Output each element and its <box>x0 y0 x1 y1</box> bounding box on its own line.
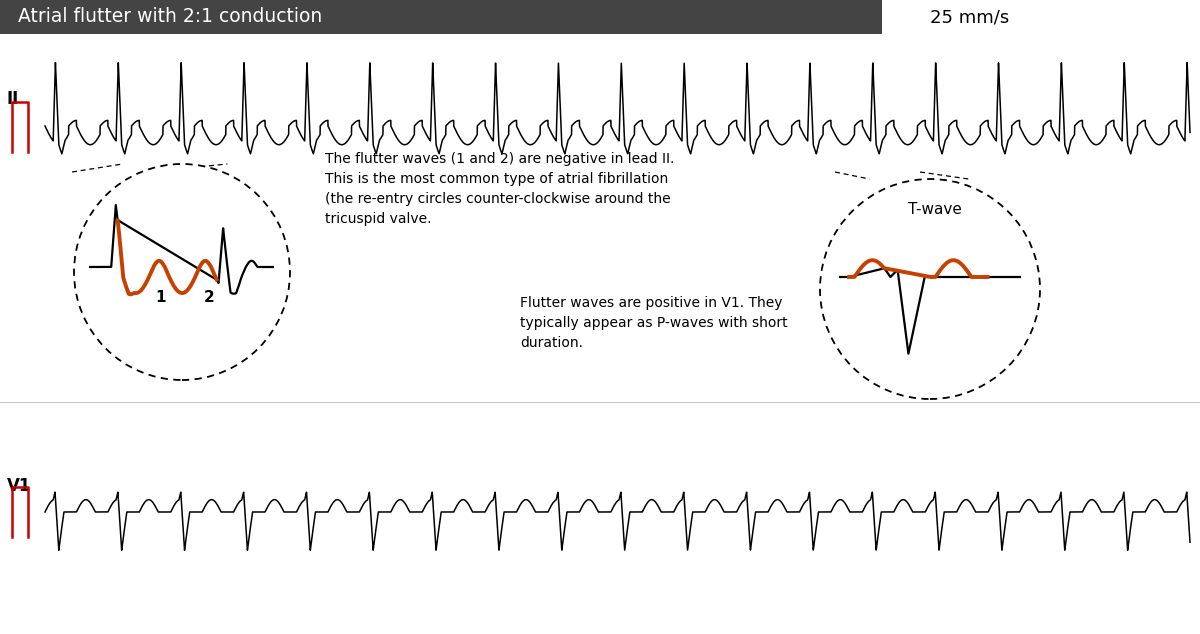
Bar <box>0 0 882 34</box>
Text: 2: 2 <box>204 290 215 305</box>
Text: Flutter waves are positive in V1. They
typically appear as P-waves with short
du: Flutter waves are positive in V1. They t… <box>520 296 787 350</box>
Text: 1: 1 <box>155 290 166 305</box>
Text: II: II <box>7 90 19 108</box>
Text: V1: V1 <box>7 477 31 495</box>
Text: T-wave: T-wave <box>908 202 962 217</box>
Text: The flutter waves (1 and 2) are negative in lead II.
This is the most common typ: The flutter waves (1 and 2) are negative… <box>325 152 674 226</box>
Text: Atrial flutter with 2:1 conduction: Atrial flutter with 2:1 conduction <box>18 8 323 27</box>
Circle shape <box>74 164 290 380</box>
Text: 25 mm/s: 25 mm/s <box>930 8 1009 26</box>
Circle shape <box>820 179 1040 399</box>
